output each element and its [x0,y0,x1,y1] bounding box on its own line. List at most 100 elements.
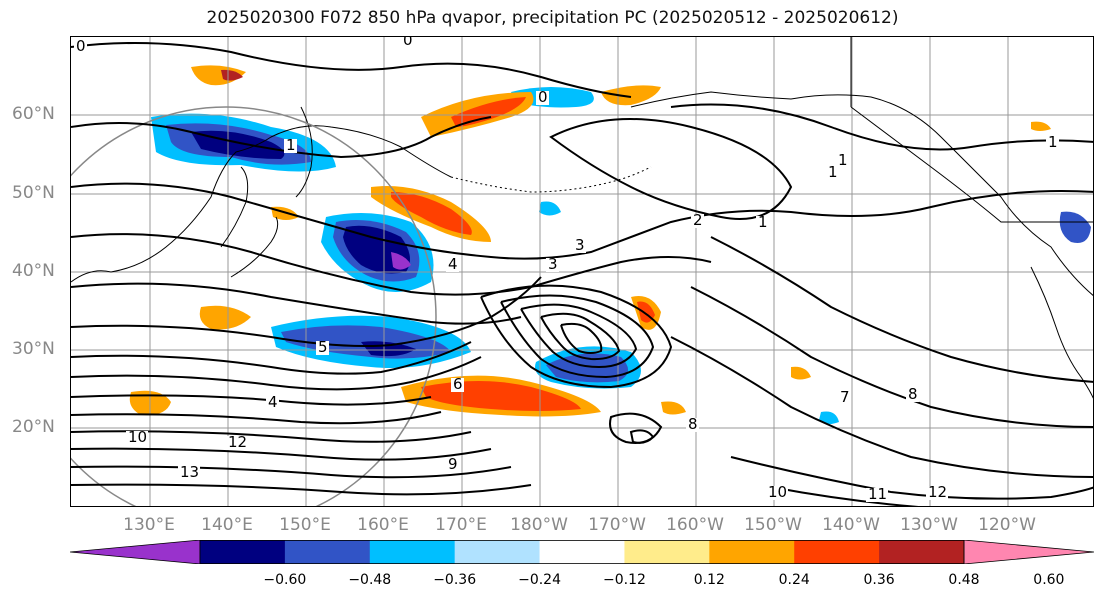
coast-northam [1030,266,1093,399]
coast-asia [71,125,452,283]
longitude-label: 130°W [900,515,958,535]
contour-label-background [691,214,704,228]
colorbar-extend-low [70,540,201,564]
shade-pos-kuril-south-inner [391,192,472,235]
longitude-label: 120°W [978,515,1036,535]
border-canada [850,37,1093,223]
latitude-label: 30°N [12,339,55,359]
colorbar-tick-label: −0.60 [263,572,307,588]
shade-pos-small2 [1031,121,1051,131]
colorbar-tick-label: −0.12 [602,572,646,588]
coastlines [71,37,1093,399]
contour-label: 0 [538,88,548,106]
contour-east-1 [710,236,1093,383]
colorbar-extend-high [963,540,1094,564]
contour-label-background [766,486,788,500]
colorbar-tick-label: 0.12 [693,572,725,588]
contour-label: 3 [548,255,558,273]
contour-label-background [266,396,279,410]
contour-cyclone-3 [520,303,638,369]
colorbar-tick-label: −0.36 [433,572,477,588]
contour-label-background [838,391,851,405]
qvapor-contours [71,42,1093,506]
longitude-label: 150°W [744,515,802,535]
contour-label: 10 [768,483,787,501]
contour-label: 2 [693,211,703,229]
contour-12 [71,465,512,479]
longitude-label: 160°E [357,515,409,535]
contour-label: 8 [908,385,918,403]
contour-label-background [826,166,839,180]
contour-label-background [451,378,464,392]
shade-pos-small4 [661,401,686,415]
contour-label-background [126,431,148,445]
contour-label: 4 [448,255,458,273]
colorbar-tick-label: 0.24 [778,572,810,588]
longitude-label: 140°W [822,515,880,535]
contour-label: 3 [575,236,585,254]
contour-label-background [178,466,200,480]
map-panel: 0 0 0 1 1 1 1 1 2 3 3 4 5 6 7 8 8 9 10 10 11 12 12 13 4 [70,36,1094,507]
contour-label: 12 [228,433,247,451]
coast-japan [220,166,279,278]
contour-label: 0 [403,37,413,49]
contour-8 [71,394,432,406]
contour-9 [71,411,442,425]
contour-east-3 [670,336,1093,478]
map-title: 2025020300 F072 850 hPa qvapor, precipit… [206,8,899,28]
contour-label-background [686,418,699,432]
colorbar-tick-label: 0.60 [1033,572,1065,588]
contour-east-5 [770,486,919,506]
latitude-label: 20°N [12,417,55,437]
contour-label: 1 [1048,133,1058,151]
contour-3 [71,233,712,296]
contour-label-background [546,258,559,272]
colorbar-segment [284,540,371,564]
contour-cyclone-4 [540,312,621,361]
colorbar-segment [624,540,710,564]
contour-label-background [446,258,459,272]
contour-0 [71,42,632,98]
colorbar-segment [200,540,286,564]
contour-label: 1 [758,213,768,231]
colorbar-segment [539,540,625,564]
contour-4 [71,282,522,325]
longitude-label: 180°W [510,515,568,535]
longitude-label: 130°E [123,515,175,535]
latitude-label: 60°N [12,104,55,124]
contour-label-background [756,216,769,230]
shade-pos-gulf [601,85,661,106]
contour-label: 9 [448,455,458,473]
longitude-label: 140°E [201,515,253,535]
contour-label-background [906,388,919,402]
contour-label: 5 [318,338,328,356]
contour-label: 1 [838,151,848,169]
contour-cyclone-1 [480,284,673,389]
contour-label: 8 [688,415,698,433]
contour-label-background [284,139,297,153]
contour-1-north [71,116,492,159]
contour-label-background [836,154,849,168]
contour-small-2 [629,429,655,444]
contour-label: 1 [828,163,838,181]
longitude-label: 170°W [588,515,646,535]
contour-7 [71,356,482,391]
contour-5 [71,276,542,347]
contour-label: 6 [453,375,463,393]
shade-neg-small1 [539,201,561,216]
colorbar-segment [709,540,795,564]
contour-east-2 [690,286,1093,428]
shade-pos-bering-inner [451,97,526,127]
colorbar-segment [794,540,880,564]
contour-label-background [926,486,948,500]
contour-label-background [316,341,329,355]
contour-label-background [866,488,888,502]
shade-pos-small3 [791,366,811,380]
contour-cyclone-5 [560,322,603,354]
contour-label-background [1046,136,1059,150]
contour-label: 1 [286,136,296,154]
contour-6 [71,341,472,375]
contour-label: 0 [76,37,86,55]
